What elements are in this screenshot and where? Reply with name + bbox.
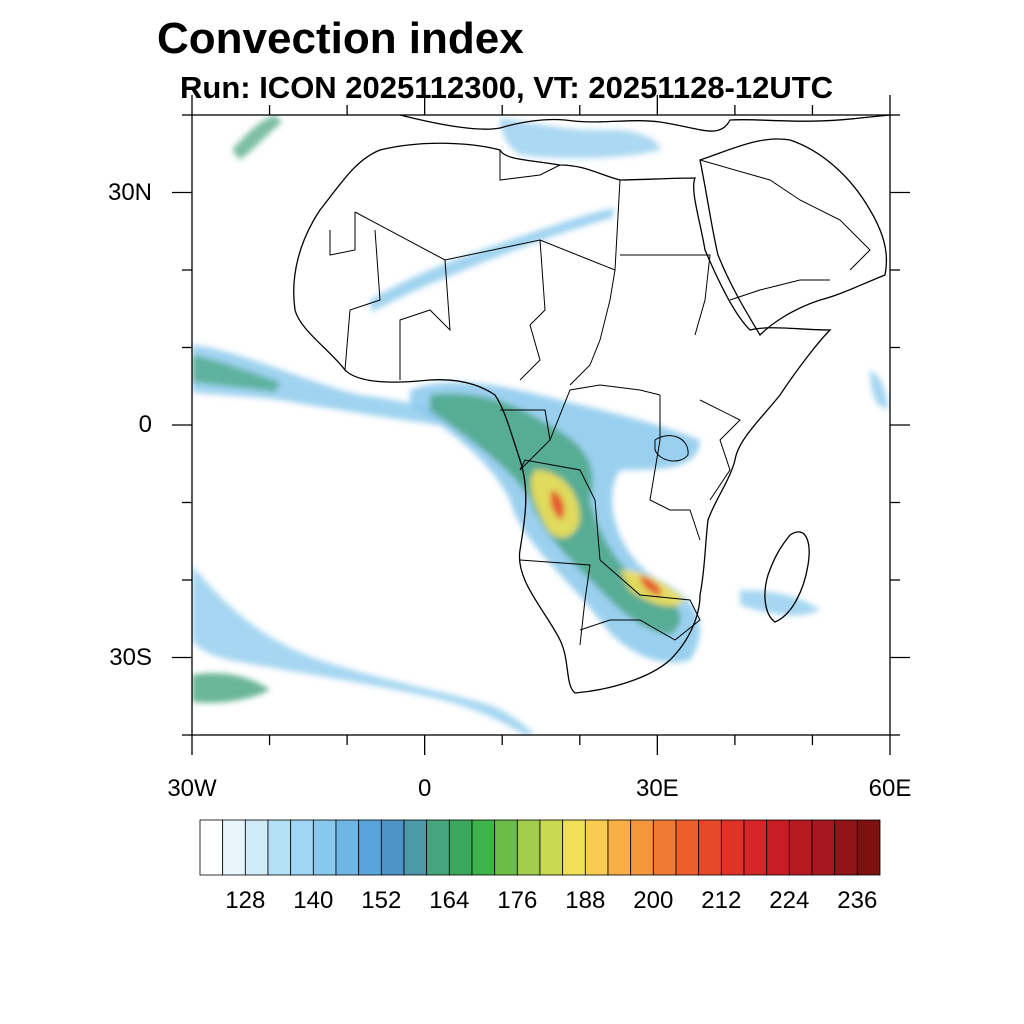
colorbar-label: 176 <box>497 887 538 914</box>
indian-ocean-patch <box>740 370 888 616</box>
hotspot-cores <box>550 490 662 596</box>
axis-ticks <box>172 95 910 755</box>
colorbar-swatch <box>766 819 790 876</box>
border-10 <box>549 384 661 441</box>
lake-victoria <box>654 435 689 462</box>
border-5 <box>519 239 546 381</box>
border-8 <box>499 150 561 181</box>
colorbar-swatch <box>516 819 541 876</box>
colorbar-swatch <box>403 819 428 876</box>
colorbar-swatch <box>539 819 564 876</box>
border-12 <box>579 559 701 641</box>
africa-coast <box>293 142 832 694</box>
coastlines <box>293 115 890 694</box>
colorbar-swatch <box>698 819 722 876</box>
colorbar-swatch <box>244 819 269 876</box>
plot-subtitle: Run: ICON 2025112300, VT: 20251128-12UTC <box>180 70 834 105</box>
colorbar-label: 200 <box>633 887 674 914</box>
border-3 <box>344 229 381 371</box>
colorbar-swatch <box>222 819 246 876</box>
madagascar <box>764 531 810 623</box>
colorbar-swatch <box>358 819 382 876</box>
colorbar-swatch <box>743 819 768 876</box>
lon-label: 60E <box>868 775 912 802</box>
colorbar-swatch <box>607 819 632 876</box>
colorbar-swatch <box>630 819 654 876</box>
lat-label: 0 <box>138 411 152 438</box>
border-6 <box>569 269 616 386</box>
congo-hotspots <box>530 470 685 607</box>
colorbar-label: 236 <box>837 887 878 914</box>
lat-label: 30N <box>107 178 152 206</box>
colorbar-swatch <box>494 819 518 876</box>
border-7 <box>620 254 711 336</box>
colorbar-swatch <box>471 819 496 876</box>
plot-title: Convection index <box>157 14 524 63</box>
colorbar-swatch <box>720 819 745 876</box>
colorbar-swatch <box>652 819 677 876</box>
colorbar-label: 224 <box>769 887 810 914</box>
colorbar <box>199 819 881 876</box>
colorbar-swatch <box>448 819 473 876</box>
south-atlantic-core <box>192 673 270 703</box>
colorbar-swatch <box>788 819 813 876</box>
colorbar-swatch <box>834 819 858 876</box>
colorbar-swatch <box>380 819 405 876</box>
colorbar-swatch <box>562 819 586 876</box>
convection-field <box>192 115 888 735</box>
colorbar-swatch <box>811 819 836 876</box>
colorbar-swatch <box>426 819 450 876</box>
colorbar-label: 140 <box>293 887 334 914</box>
colorbar-swatch <box>267 819 292 876</box>
south-atlantic-streak <box>192 565 535 735</box>
med-patch <box>500 118 660 159</box>
arabia-coast <box>699 138 888 337</box>
sahara-band <box>370 208 615 312</box>
colorbar-swatch <box>335 819 360 876</box>
colorbar-label: 164 <box>429 887 470 914</box>
colorbar-label: 188 <box>565 887 606 914</box>
border-11 <box>649 395 701 541</box>
colorbar-label: 212 <box>701 887 742 914</box>
lon-label: 30W <box>167 775 217 802</box>
colorbar-label: 152 <box>361 887 402 914</box>
colorbar-label: 128 <box>225 887 266 914</box>
colorbar-swatch <box>856 819 881 876</box>
border-9 <box>500 409 601 561</box>
lon-label: 0 <box>417 775 432 802</box>
colorbar-swatch <box>199 819 224 876</box>
border-15 <box>699 159 871 271</box>
colorbar-swatch <box>312 819 337 876</box>
lon-label: 30E <box>635 775 679 802</box>
colorbar-swatch <box>675 819 700 876</box>
itcz-core <box>192 355 280 392</box>
itcz-band <box>192 345 440 425</box>
europe-coast <box>399 115 890 132</box>
country-borders <box>329 150 871 646</box>
colorbar-swatch <box>290 819 314 876</box>
border-14 <box>699 399 741 501</box>
border-4 <box>399 259 451 380</box>
lat-label: 30S <box>109 643 152 671</box>
atlantic-north-streak <box>232 115 282 160</box>
border-16 <box>729 279 830 301</box>
colorbar-swatch <box>584 819 609 876</box>
border-13 <box>519 559 591 646</box>
border-1 <box>329 212 356 256</box>
